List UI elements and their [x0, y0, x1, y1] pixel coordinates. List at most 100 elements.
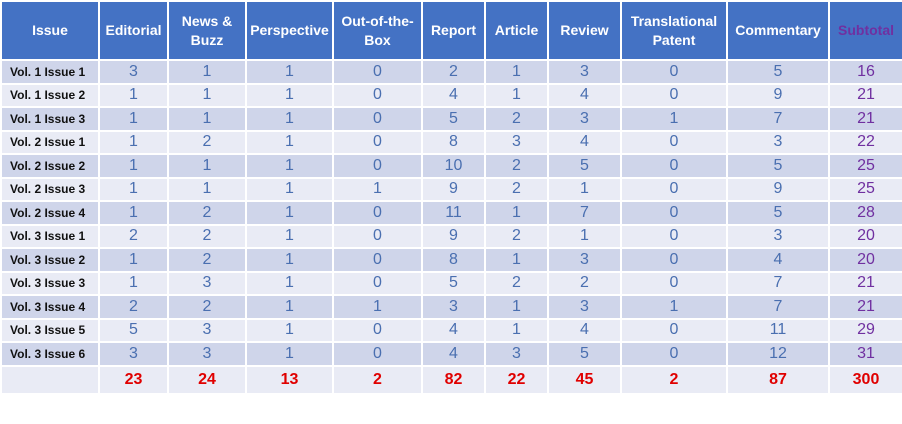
value-cell: 1	[484, 82, 549, 108]
value-cell: 4	[547, 317, 622, 343]
value-cell: 3	[421, 294, 486, 320]
value-cell: 2	[484, 223, 549, 249]
value-cell: 21	[828, 106, 902, 132]
value-cell: 1	[167, 176, 247, 202]
value-cell: 1	[245, 270, 334, 296]
table-row: Vol. 3 Issue 3 1 3 1 0 5 2 2 0 7 21	[0, 270, 902, 296]
value-cell: 3	[167, 341, 247, 367]
value-cell: 0	[620, 176, 728, 202]
value-cell: 2	[484, 270, 549, 296]
value-cell: 9	[421, 223, 486, 249]
value-cell: 11	[421, 200, 486, 226]
value-cell: 3	[547, 294, 622, 320]
value-cell: 0	[332, 59, 423, 85]
value-cell: 1	[620, 294, 728, 320]
value-cell: 2	[167, 200, 247, 226]
value-cell: 1	[547, 223, 622, 249]
table-row: Vol. 2 Issue 3 1 1 1 1 9 2 1 0 9 25	[0, 176, 902, 202]
table-row: Vol. 1 Issue 1 3 1 1 0 2 1 3 0 5 16	[0, 59, 902, 85]
value-cell: 0	[332, 341, 423, 367]
value-cell: 1	[245, 82, 334, 108]
value-cell: 2	[167, 294, 247, 320]
value-cell: 29	[828, 317, 902, 343]
value-cell: 2	[167, 247, 247, 273]
value-cell: 3	[726, 223, 830, 249]
value-cell: 5	[421, 270, 486, 296]
value-cell: 0	[332, 153, 423, 179]
value-cell: 3	[547, 106, 622, 132]
value-cell: 2	[547, 270, 622, 296]
value-cell: 0	[620, 153, 728, 179]
value-cell: 7	[547, 200, 622, 226]
issue-cell: Vol. 3 Issue 4	[0, 294, 100, 320]
column-header: Editorial	[98, 0, 169, 61]
issue-cell: Vol. 2 Issue 1	[0, 129, 100, 155]
value-cell: 0	[620, 59, 728, 85]
value-cell: 4	[547, 82, 622, 108]
table-row: Vol. 2 Issue 2 1 1 1 0 10 2 5 0 5 25	[0, 153, 902, 179]
table-row: Vol. 3 Issue 4 2 2 1 1 3 1 3 1 7 21	[0, 294, 902, 320]
value-cell: 1	[332, 176, 423, 202]
total-cell: 13	[245, 364, 334, 395]
value-cell: 1	[245, 200, 334, 226]
value-cell: 1	[167, 153, 247, 179]
issue-cell: Vol. 1 Issue 2	[0, 82, 100, 108]
value-cell: 5	[726, 153, 830, 179]
total-cell: 300	[828, 364, 902, 395]
value-cell: 2	[421, 59, 486, 85]
value-cell: 0	[332, 247, 423, 273]
value-cell: 1	[484, 317, 549, 343]
value-cell: 1	[98, 200, 169, 226]
value-cell: 10	[421, 153, 486, 179]
value-cell: 3	[547, 59, 622, 85]
value-cell: 9	[421, 176, 486, 202]
value-cell: 3	[98, 59, 169, 85]
value-cell: 22	[828, 129, 902, 155]
total-cell: 23	[98, 364, 169, 395]
value-cell: 0	[332, 223, 423, 249]
value-cell: 5	[98, 317, 169, 343]
value-cell: 1	[98, 247, 169, 273]
value-cell: 0	[620, 82, 728, 108]
table-row: Vol. 3 Issue 5 5 3 1 0 4 1 4 0 11 29	[0, 317, 902, 343]
column-header: Out-of-the-Box	[332, 0, 423, 61]
value-cell: 5	[726, 59, 830, 85]
value-cell: 0	[332, 200, 423, 226]
column-header: Subtotal	[828, 0, 902, 61]
total-cell: 45	[547, 364, 622, 395]
value-cell: 1	[245, 341, 334, 367]
total-cell: 24	[167, 364, 247, 395]
value-cell: 1	[245, 153, 334, 179]
issue-cell: Vol. 3 Issue 1	[0, 223, 100, 249]
value-cell: 3	[98, 341, 169, 367]
column-header: Review	[547, 0, 622, 61]
value-cell: 0	[620, 317, 728, 343]
value-cell: 7	[726, 294, 830, 320]
value-cell: 3	[547, 247, 622, 273]
value-cell: 1	[332, 294, 423, 320]
value-cell: 1	[98, 106, 169, 132]
value-cell: 1	[98, 82, 169, 108]
value-cell: 0	[332, 317, 423, 343]
value-cell: 1	[245, 317, 334, 343]
value-cell: 3	[484, 129, 549, 155]
value-cell: 7	[726, 270, 830, 296]
value-cell: 0	[620, 247, 728, 273]
value-cell: 2	[484, 106, 549, 132]
value-cell: 4	[421, 341, 486, 367]
table-row: Vol. 2 Issue 4 1 2 1 0 11 1 7 0 5 28	[0, 200, 902, 226]
table-row: Vol. 1 Issue 2 1 1 1 0 4 1 4 0 9 21	[0, 82, 902, 108]
value-cell: 8	[421, 247, 486, 273]
value-cell: 0	[332, 270, 423, 296]
value-cell: 1	[98, 153, 169, 179]
value-cell: 0	[620, 223, 728, 249]
value-cell: 1	[245, 129, 334, 155]
value-cell: 20	[828, 223, 902, 249]
table-row: Vol. 3 Issue 2 1 2 1 0 8 1 3 0 4 20	[0, 247, 902, 273]
value-cell: 5	[547, 153, 622, 179]
value-cell: 0	[332, 106, 423, 132]
value-cell: 1	[245, 59, 334, 85]
value-cell: 20	[828, 247, 902, 273]
column-header: Perspective	[245, 0, 334, 61]
